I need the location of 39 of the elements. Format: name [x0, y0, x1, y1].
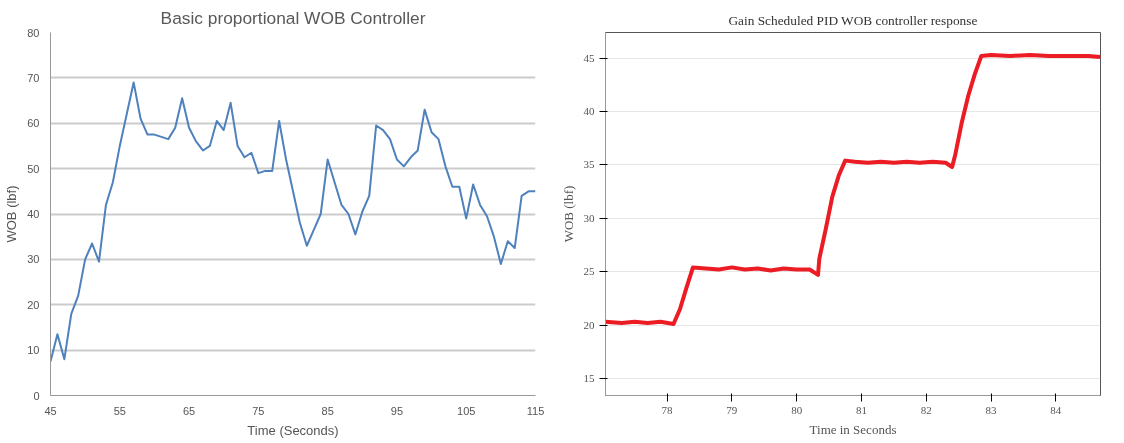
- x-axis-title: Time (Seconds): [247, 422, 339, 438]
- y-axis-title: WOB (lbf): [560, 185, 576, 243]
- y-tick-label: 30: [27, 253, 40, 266]
- y-tick-label: 0: [33, 389, 40, 402]
- x-tick-label: 95: [390, 404, 404, 417]
- x-tick-label: 105: [457, 404, 476, 417]
- x-axis-title: Time in Seconds: [809, 421, 897, 437]
- y-tick-label: 40: [27, 208, 40, 220]
- x-tick-label: 80: [791, 403, 803, 416]
- y-tick-label: 45: [583, 51, 595, 64]
- x-tick-label: 75: [252, 404, 265, 417]
- y-axis-title: WOB (lbf): [4, 185, 20, 243]
- x-tick-label: 81: [855, 403, 867, 416]
- x-tick-label: 65: [182, 404, 196, 417]
- x-tick-label: 82: [920, 403, 932, 416]
- y-tick-label: 70: [27, 71, 40, 84]
- x-tick-label: 45: [44, 404, 57, 417]
- line-series: [50, 81, 536, 363]
- x-tick-label: 84: [1050, 403, 1062, 416]
- y-tick-label: 20: [27, 298, 40, 311]
- x-tick-label: 78: [661, 403, 674, 416]
- x-tick-label: 79: [726, 403, 738, 416]
- y-tick-label: 40: [583, 105, 595, 118]
- chart-title: Basic proportional WOB Controller: [160, 7, 426, 28]
- y-tick-label: 35: [583, 158, 595, 171]
- y-tick-label: 80: [27, 26, 40, 39]
- line-series: [605, 52, 1101, 326]
- y-tick-label: 30: [583, 211, 595, 224]
- y-tick-label: 15: [583, 371, 595, 384]
- x-tick-label: 55: [113, 404, 126, 417]
- y-tick-label: 60: [27, 117, 40, 130]
- x-tick-label: 85: [321, 404, 334, 417]
- x-tick-label: 83: [985, 403, 997, 416]
- y-tick-label: 50: [27, 162, 40, 175]
- y-tick-label: 20: [583, 318, 595, 331]
- y-tick-label: 10: [27, 344, 40, 357]
- x-tick-label: 115: [526, 404, 545, 417]
- chart-title: Gain Scheduled PID WOB controller response: [728, 12, 978, 28]
- y-tick-label: 25: [583, 265, 595, 278]
